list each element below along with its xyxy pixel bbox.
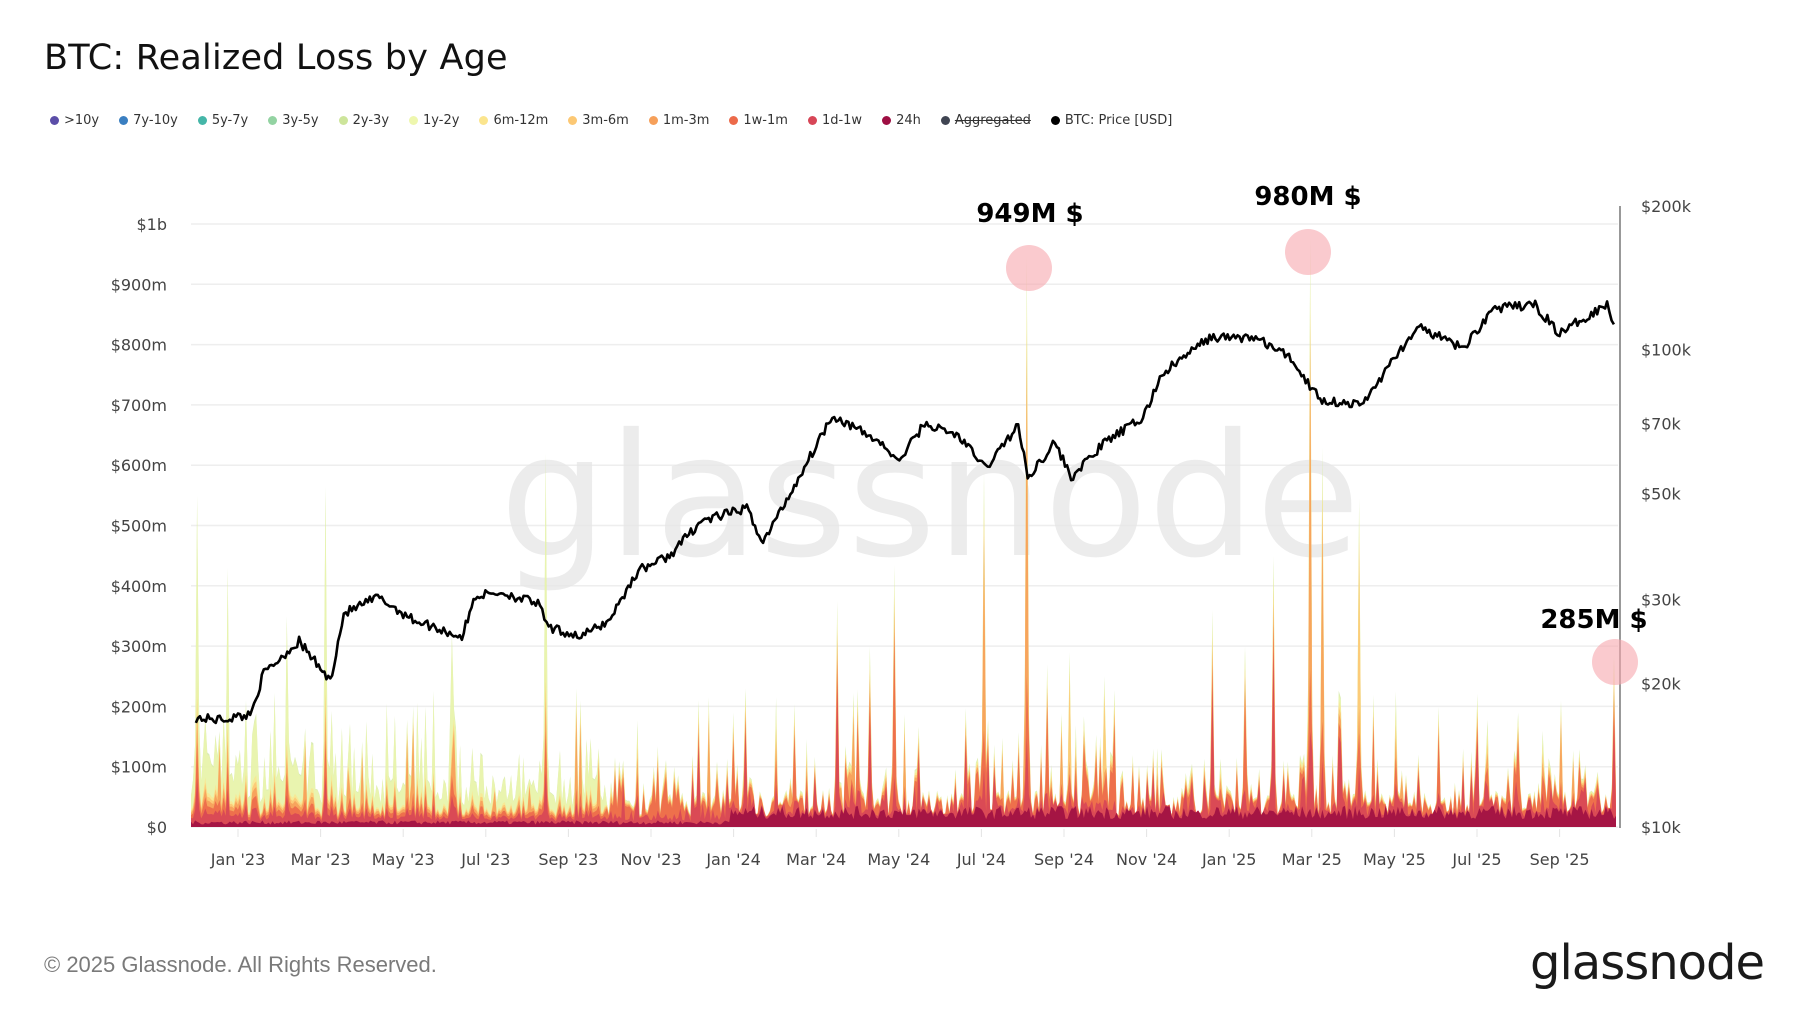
legend-item[interactable]: BTC: Price [USD] — [1050, 113, 1173, 128]
legend-dot-icon — [882, 116, 892, 125]
legend-label: 3m-6m — [582, 113, 629, 128]
legend-label: Aggregated — [954, 113, 1031, 128]
y2-tick-label: $30k — [1641, 590, 1682, 609]
x-tick-label: Sep '25 — [1530, 850, 1590, 869]
legend-item[interactable]: 6m-12m — [479, 113, 548, 128]
y-tick-label: $900m — [111, 275, 167, 294]
y2-tick-label: $10k — [1641, 818, 1682, 837]
legend-label: 1m-3m — [662, 113, 710, 128]
legend-item[interactable]: >10y — [50, 113, 99, 128]
x-tick-label: Jul '24 — [956, 850, 1006, 869]
legend-item[interactable]: 3m-6m — [568, 113, 629, 128]
legend-label: BTC: Price [USD] — [1064, 113, 1173, 128]
y2-tick-label: $200k — [1641, 197, 1692, 216]
legend-label: 7y-10y — [133, 113, 178, 128]
legend-item[interactable]: 1w-1m — [729, 113, 788, 128]
y2-tick-label: $20k — [1641, 674, 1682, 693]
legend-item[interactable]: Aggregated — [940, 113, 1031, 128]
annotation-label: 285M $ — [1540, 605, 1647, 635]
y-axis-left: $0 $100m $200m $300m $400m $500m $600m $700m $80… — [111, 215, 167, 837]
y-tick-label: $100m — [111, 758, 167, 777]
highlight-circle — [1285, 229, 1331, 275]
x-tick-label: Jul '25 — [1451, 850, 1501, 869]
legend-dot-icon — [1050, 116, 1060, 125]
legend-item[interactable]: 3y-5y — [268, 113, 319, 128]
y-tick-label: $400m — [111, 577, 167, 596]
annotation-label: 949M $ — [976, 199, 1083, 229]
annotations: 949M $ 980M $ 285M $ — [976, 182, 1648, 685]
y2-tick-label: $70k — [1641, 415, 1682, 434]
legend: >10y 7y-10y 5y-7y 3y-5y 2y-3y 1y-2y 6m-12m 3m-6… — [50, 113, 1192, 128]
x-tick-label: Sep '24 — [1034, 850, 1094, 869]
brand-logo: glassnode — [1529, 935, 1765, 991]
legend-label: 5y-7y — [211, 113, 249, 128]
x-tick-label: Sep '23 — [538, 850, 598, 869]
y-tick-label: $800m — [111, 336, 167, 355]
x-tick-label: May '25 — [1363, 850, 1426, 869]
x-tick-label: Nov '24 — [1116, 850, 1177, 869]
legend-dot-icon — [268, 116, 278, 125]
legend-item[interactable]: 5y-7y — [197, 113, 249, 128]
y-tick-label: $1b — [136, 215, 167, 234]
legend-dot-icon — [119, 116, 129, 125]
legend-dot-icon — [568, 116, 578, 125]
legend-dot-icon — [409, 116, 419, 125]
legend-dot-icon — [50, 116, 59, 125]
legend-dot-icon — [807, 116, 817, 125]
legend-dot-icon — [940, 116, 950, 125]
legend-item[interactable]: 24h — [882, 113, 921, 128]
loss-areas — [191, 236, 1616, 828]
legend-label: >10y — [64, 113, 100, 128]
legend-dot-icon — [338, 116, 348, 125]
y-tick-label: $700m — [111, 396, 167, 415]
x-tick-label: Jan '23 — [210, 850, 266, 869]
y-tick-label: $0 — [147, 818, 167, 837]
loss-area-24h — [191, 805, 1616, 827]
legend-label: 6m-12m — [493, 113, 549, 128]
y-tick-label: $600m — [111, 456, 167, 475]
legend-dot-icon — [729, 116, 739, 125]
y-tick-label: $200m — [111, 697, 167, 716]
x-tick-label: Mar '25 — [1282, 850, 1342, 869]
y2-tick-label: $100k — [1641, 341, 1692, 360]
y2-tick-label: $50k — [1641, 484, 1682, 503]
annotation-label: 980M $ — [1254, 182, 1361, 212]
x-tick-label: Mar '24 — [786, 850, 846, 869]
y-tick-label: $500m — [111, 517, 167, 536]
legend-label: 3y-5y — [282, 113, 319, 128]
legend-item[interactable]: 1m-3m — [648, 113, 710, 128]
copyright: © 2025 Glassnode. All Rights Reserved. — [44, 952, 437, 977]
loss-area-1w-1m — [191, 624, 1616, 827]
x-tick-label: Nov '23 — [620, 850, 681, 869]
legend-label: 24h — [896, 113, 921, 128]
legend-dot-icon — [197, 116, 207, 125]
highlight-circle — [1592, 639, 1638, 685]
loss-area-1y-2y — [191, 251, 1616, 827]
legend-item[interactable]: 1y-2y — [409, 113, 459, 128]
x-tick-label: Jan '24 — [705, 850, 761, 869]
legend-label: 1y-2y — [423, 113, 460, 128]
watermark: glassnode — [500, 398, 1361, 596]
x-axis: Jan '23 Mar '23 May '23 Jul '23 Sep '23 Nov '… — [210, 829, 1590, 869]
legend-dot-icon — [648, 116, 658, 125]
btc-price-line — [194, 299, 1616, 725]
legend-item[interactable]: 2y-3y — [338, 113, 390, 128]
x-tick-label: Jul '23 — [460, 850, 510, 869]
legend-dot-icon — [479, 116, 489, 125]
legend-label: 1d-1w — [821, 113, 863, 128]
legend-label: 1w-1m — [743, 113, 788, 128]
x-tick-label: Jan '25 — [1201, 850, 1257, 869]
legend-item[interactable]: 1d-1w — [807, 113, 863, 128]
legend-item[interactable]: 7y-10y — [119, 113, 178, 128]
chart-title: BTC: Realized Loss by Age — [44, 38, 508, 78]
x-tick-label: May '23 — [372, 850, 435, 869]
highlight-circle — [1006, 245, 1052, 291]
y-axis-right: $10k $20k $30k $50k $70k $100k $200k — [1641, 197, 1692, 837]
legend-label: 2y-3y — [352, 113, 390, 128]
y-tick-label: $300m — [111, 637, 167, 656]
x-tick-label: Mar '23 — [291, 850, 351, 869]
x-tick-label: May '24 — [867, 850, 930, 869]
